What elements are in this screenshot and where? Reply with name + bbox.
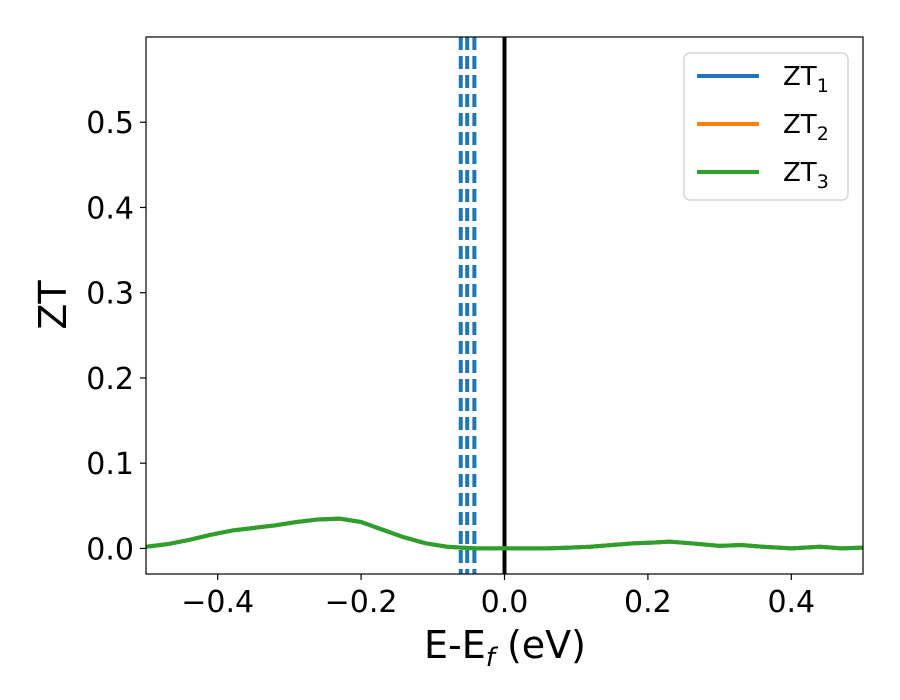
y-tick-label: 0.5 [86,106,134,141]
x-axis-label-unit: (eV) [495,623,586,667]
series-line-zt3 [146,516,863,551]
y-axis-label: ZT [31,280,75,330]
x-axis-label-main: E-E [424,623,486,667]
legend-label-subscript: 1 [817,75,829,97]
legend-label: ZT3 [783,158,829,193]
axes: −0.4 −0.2 0.0 0.2 0.4 0.0 0.1 0.2 0.3 0.4 0.5 [86,36,864,620]
x-tick-label: −0.4 [181,585,254,620]
legend-label-main: ZT [783,110,817,140]
legend-label-main: ZT [783,62,817,92]
y-tick-label: 0.2 [86,362,134,397]
legend-label-subscript: 3 [817,171,829,193]
plot-area [146,37,863,574]
x-tick-label: −0.2 [325,585,398,620]
x-tick-label: 0.2 [624,585,672,620]
y-tick-label: 0.4 [86,191,134,226]
y-tick-label: 0.3 [86,277,134,312]
y-tick-label: 0.1 [86,447,134,482]
y-tick-label: 0.0 [86,532,134,567]
legend-label-main: ZT [783,158,817,188]
legend-label: ZT1 [783,62,829,97]
x-tick-label: 0.0 [481,585,529,620]
legend-label-subscript: 2 [817,123,829,145]
x-tick-label: 0.4 [767,585,815,620]
x-axis-label: E-Ef (eV) [424,623,586,673]
legend-frame [683,52,849,201]
legend-label: ZT2 [783,110,829,145]
